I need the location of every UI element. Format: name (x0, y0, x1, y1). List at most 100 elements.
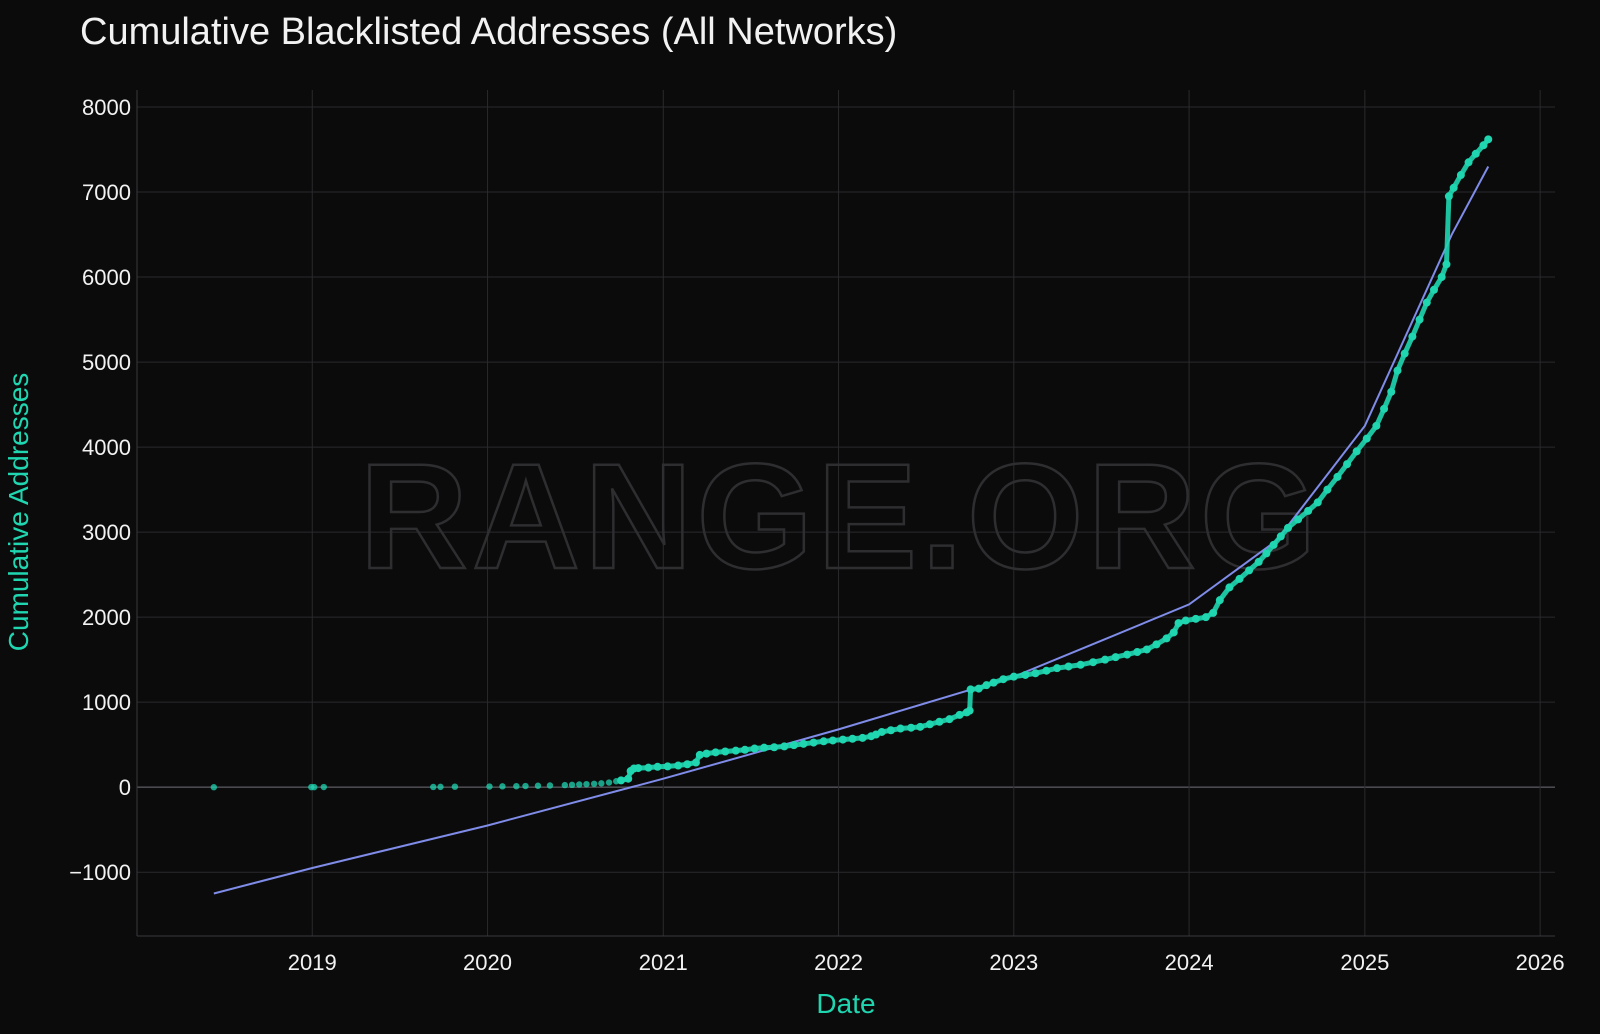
scatter-point (1201, 613, 1210, 622)
scatter-point (1235, 574, 1244, 583)
y-tick-label: 3000 (82, 520, 131, 545)
scatter-point (1479, 141, 1488, 150)
scatter-point (945, 715, 954, 724)
scatter-point (653, 762, 662, 771)
y-tick-label: −1000 (69, 860, 131, 885)
scatter-point (1362, 434, 1371, 443)
scatter-point (828, 736, 837, 745)
x-tick-label: 2026 (1516, 950, 1565, 975)
scatter-point (1304, 506, 1313, 515)
x-axis-label: Date (816, 988, 875, 1019)
y-tick-label: 0 (119, 775, 131, 800)
axes (136, 90, 1555, 937)
scatter-point (955, 710, 964, 719)
scatter-point (858, 733, 867, 742)
scatter-point (1133, 648, 1142, 657)
scatter-point (819, 737, 828, 746)
scatter-point (750, 744, 759, 753)
scatter-point (1380, 404, 1389, 413)
scatter-point (1393, 366, 1402, 375)
scatter-point (1333, 472, 1342, 481)
scatter-point (1042, 666, 1051, 675)
scatter-point (925, 720, 934, 729)
scatter-point (702, 749, 711, 758)
scatter-point (1294, 515, 1303, 524)
scatter-point (838, 735, 847, 744)
y-tick-label: 1000 (82, 690, 131, 715)
x-tick-label: 2024 (1165, 950, 1214, 975)
scatter-point (877, 727, 886, 736)
scatter-point (731, 746, 740, 755)
scatter-point (1076, 660, 1085, 669)
scatter-point (430, 783, 437, 791)
scatter-point (683, 760, 692, 769)
x-tick-label: 2019 (288, 950, 337, 975)
scatter-point (974, 684, 983, 693)
scatter-point (1152, 640, 1161, 649)
scatter-point (513, 782, 520, 790)
scatter-point (1484, 135, 1493, 144)
scatter-point (1323, 485, 1332, 494)
scatter-point (583, 780, 590, 788)
tick-labels: −1000 0 1000 2000 3000 4000 5000 6000 7000 8000 20… (69, 95, 1564, 975)
scatter-point (522, 782, 529, 790)
scatter-point (848, 734, 857, 743)
scatter-point (989, 678, 998, 687)
scatter-point (590, 780, 598, 788)
scatter-point (1162, 634, 1171, 643)
chart-title: Cumulative Blacklisted Addresses (All Ne… (80, 11, 897, 53)
scatter-point (999, 675, 1008, 684)
scatter-point (1387, 387, 1396, 396)
scatter-point (799, 739, 808, 748)
scatter-point (1429, 285, 1438, 294)
scatter-point (916, 722, 925, 731)
scatter-point (1089, 658, 1098, 667)
scatter-point (1437, 273, 1446, 282)
scatter-point (1343, 460, 1352, 469)
y-tick-label: 7000 (82, 180, 131, 205)
scatter-point (691, 758, 700, 767)
scatter-point (1181, 616, 1190, 625)
scatter-point (1400, 349, 1409, 358)
scatter-point (721, 747, 730, 756)
scatter-point (789, 741, 798, 750)
scatter-point (760, 743, 769, 752)
scatter-point (1464, 158, 1473, 167)
scatter-point (617, 776, 626, 785)
scatter-point (1449, 183, 1458, 192)
scatter-point (451, 783, 459, 790)
scatter-point (1456, 171, 1465, 180)
scatter-point (1254, 557, 1263, 566)
scatter-point (1031, 669, 1040, 678)
scatter-point (1372, 421, 1381, 430)
scatter-point (711, 748, 720, 757)
scatter-point (576, 781, 583, 788)
y-axis-label: Cumulative Addresses (3, 373, 34, 652)
trend-line-layer (213, 166, 1490, 895)
scatter-point (1215, 596, 1224, 605)
scatter-point (1276, 532, 1285, 541)
scatter-point (1225, 583, 1234, 592)
scatter-point (1444, 192, 1453, 201)
scatter-point (546, 782, 554, 789)
scatter-point (886, 726, 895, 735)
grid-lines (137, 90, 1555, 936)
y-tick-label: 4000 (82, 435, 131, 460)
x-tick-label: 2022 (814, 950, 863, 975)
trend-line (213, 166, 1490, 895)
scatter-point (1442, 260, 1451, 269)
scatter-point (740, 745, 749, 754)
scatter-point (1101, 655, 1110, 664)
scatter-point (1009, 672, 1018, 681)
scatter-point (320, 783, 327, 791)
scatter-point (499, 783, 506, 790)
scatter-point (634, 764, 643, 773)
y-tick-label: 8000 (82, 95, 131, 120)
scatter-point (1408, 332, 1417, 341)
scatter-point (1471, 149, 1480, 158)
scatter-point (486, 783, 493, 790)
scatter-point (907, 723, 916, 732)
scatter-point (437, 783, 444, 791)
scatter-point (534, 782, 542, 789)
